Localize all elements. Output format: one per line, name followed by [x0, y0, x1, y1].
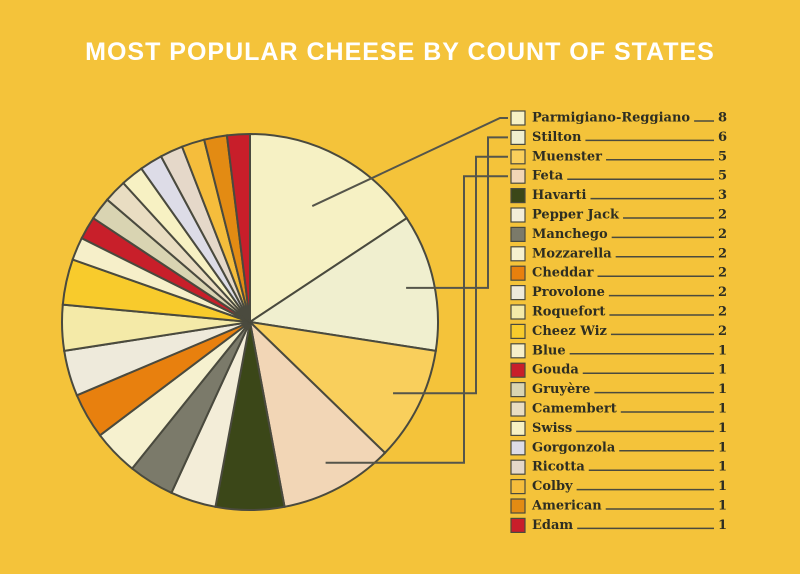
- legend-label: Ricotta: [532, 460, 585, 475]
- legend-value: 5: [718, 169, 727, 184]
- leader-line: [311, 117, 508, 207]
- leader-line: [406, 136, 508, 289]
- legend-value: 2: [718, 227, 727, 242]
- legend-label: Cheez Wiz: [532, 324, 607, 339]
- legend-label: Swiss: [532, 421, 572, 436]
- legend-swatch: [510, 226, 526, 242]
- legend-label: Provolone: [532, 285, 605, 300]
- legend-swatch: [510, 382, 526, 398]
- legend-value: 1: [718, 460, 727, 475]
- legend-value: 1: [718, 382, 727, 397]
- legend-value: 3: [718, 188, 727, 203]
- legend-label: Gorgonzola: [532, 440, 616, 455]
- legend-swatch: [510, 420, 526, 436]
- legend-value: 2: [718, 246, 727, 261]
- legend-label: Muenster: [532, 149, 602, 164]
- legend-value: 2: [718, 266, 727, 281]
- legend-label: Colby: [532, 479, 573, 494]
- legend-value: 5: [718, 149, 727, 164]
- legend-value: 2: [718, 305, 727, 320]
- legend-swatch: [510, 129, 526, 145]
- legend-swatch: [510, 498, 526, 514]
- legend-label: Manchego: [532, 227, 608, 242]
- pie-slice: [247, 216, 439, 352]
- legend-value: 1: [718, 518, 727, 533]
- legend-swatch: [510, 479, 526, 495]
- leader-line: [325, 175, 508, 464]
- legend-value: 8: [718, 111, 727, 126]
- legend-value: 1: [718, 499, 727, 514]
- legend-swatch: [510, 168, 526, 184]
- legend-value: 1: [718, 421, 727, 436]
- legend-label: Blue: [532, 343, 566, 358]
- legend-label: Gouda: [532, 363, 579, 378]
- pie-slice: [248, 319, 387, 508]
- legend-label: Roquefort: [532, 305, 605, 320]
- legend-label: American: [531, 499, 602, 514]
- legend-swatch: [510, 285, 526, 301]
- legend-label: Cheddar: [532, 266, 594, 281]
- legend-swatch: [510, 188, 526, 204]
- legend-swatch: [510, 440, 526, 456]
- legend-swatch: [510, 110, 526, 126]
- legend-value: 6: [718, 130, 727, 145]
- legend-swatch: [510, 323, 526, 339]
- legend-value: 2: [718, 208, 727, 223]
- pie-slice: [247, 320, 437, 455]
- legend-label: Stilton: [532, 130, 582, 145]
- legend-value: 2: [718, 285, 727, 300]
- legend-swatch: [510, 207, 526, 223]
- legend-label: Havarti: [532, 188, 587, 203]
- legend-swatch: [510, 304, 526, 320]
- legend-swatch: [510, 265, 526, 281]
- legend-label: Feta: [532, 169, 564, 184]
- legend-value: 1: [718, 440, 727, 455]
- legend-value: 1: [718, 343, 727, 358]
- legend-label: Parmigiano-Reggiano: [532, 111, 690, 126]
- legend-value: 2: [718, 324, 727, 339]
- legend-swatch: [510, 362, 526, 378]
- legend-label: Edam: [532, 518, 573, 533]
- legend-swatch: [510, 459, 526, 475]
- legend-swatch: [510, 246, 526, 262]
- chart-title: MOST POPULAR CHEESE BY COUNT OF STATES: [85, 38, 715, 66]
- legend-label: Gruyère: [532, 382, 590, 397]
- legend-value: 1: [718, 402, 727, 417]
- leader-line: [393, 155, 508, 395]
- legend-swatch: [510, 401, 526, 417]
- legend-label: Pepper Jack: [532, 208, 620, 223]
- legend-value: 1: [718, 479, 727, 494]
- legend-value: 1: [718, 363, 727, 378]
- legend-swatch: [510, 517, 526, 534]
- legend-label: Camembert: [532, 402, 617, 417]
- legend-swatch: [510, 149, 526, 165]
- legend-label: Mozzarella: [532, 246, 612, 261]
- legend-swatch: [510, 343, 526, 359]
- pie-slice: [225, 132, 251, 323]
